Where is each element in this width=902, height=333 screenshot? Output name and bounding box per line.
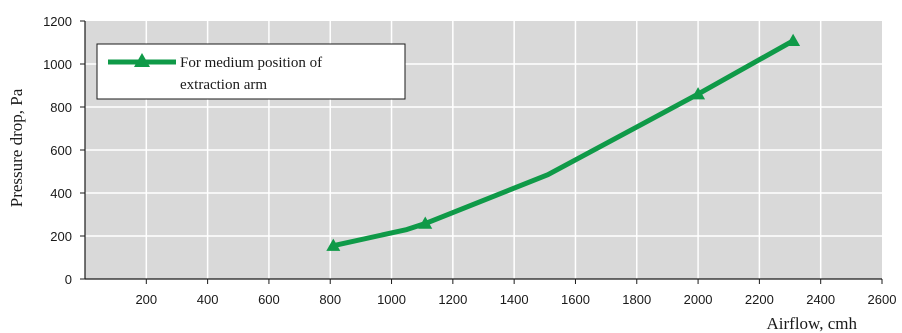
y-axis-label: Pressure drop, Pa [7, 88, 26, 207]
data-point-marker [786, 33, 801, 47]
x-tick-label: 200 [135, 292, 157, 307]
x-axis-label: Airflow, cmh [767, 314, 858, 333]
x-tick-label: 400 [197, 292, 219, 307]
axes [80, 20, 883, 284]
x-tick-label: 1000 [377, 292, 406, 307]
data-point-marker [418, 216, 433, 229]
y-tick-label: 600 [50, 143, 72, 158]
x-tick-label: 1600 [561, 292, 590, 307]
x-tick-label: 1200 [438, 292, 467, 307]
series-layer [326, 33, 801, 251]
legend-triangle-marker [134, 53, 150, 67]
legend-box [96, 43, 406, 100]
x-tick-label: 800 [319, 292, 341, 307]
x-tick-label: 1800 [622, 292, 651, 307]
x-tick-label: 1400 [500, 292, 529, 307]
y-tick-label: 1200 [43, 14, 72, 29]
y-tick-label: 800 [50, 100, 72, 115]
y-tick-label: 0 [65, 272, 72, 287]
y-tick-label: 1000 [43, 57, 72, 72]
x-tick-labels: 200 400 600 800 1000 1200 1400 1600 1800 2000 2200… [135, 292, 896, 307]
y-tick-labels: 0 200 400 600 800 1000 1200 [43, 14, 72, 287]
x-tick-label: 2400 [806, 292, 835, 307]
x-tick-label: 600 [258, 292, 280, 307]
data-point-marker [691, 87, 706, 100]
y-tick-label: 200 [50, 229, 72, 244]
x-tick-label: 2000 [684, 292, 713, 307]
data-point-marker [326, 238, 341, 251]
x-tick-label: 2200 [745, 292, 774, 307]
series-line [330, 38, 796, 249]
y-tick-label: 400 [50, 186, 72, 201]
legend: For medium position of extraction arm [96, 43, 406, 100]
legend-text-line-1: For medium position of [180, 55, 322, 71]
x-tick-label: 2600 [868, 292, 897, 307]
legend-text-line-2: extraction arm [180, 77, 267, 93]
